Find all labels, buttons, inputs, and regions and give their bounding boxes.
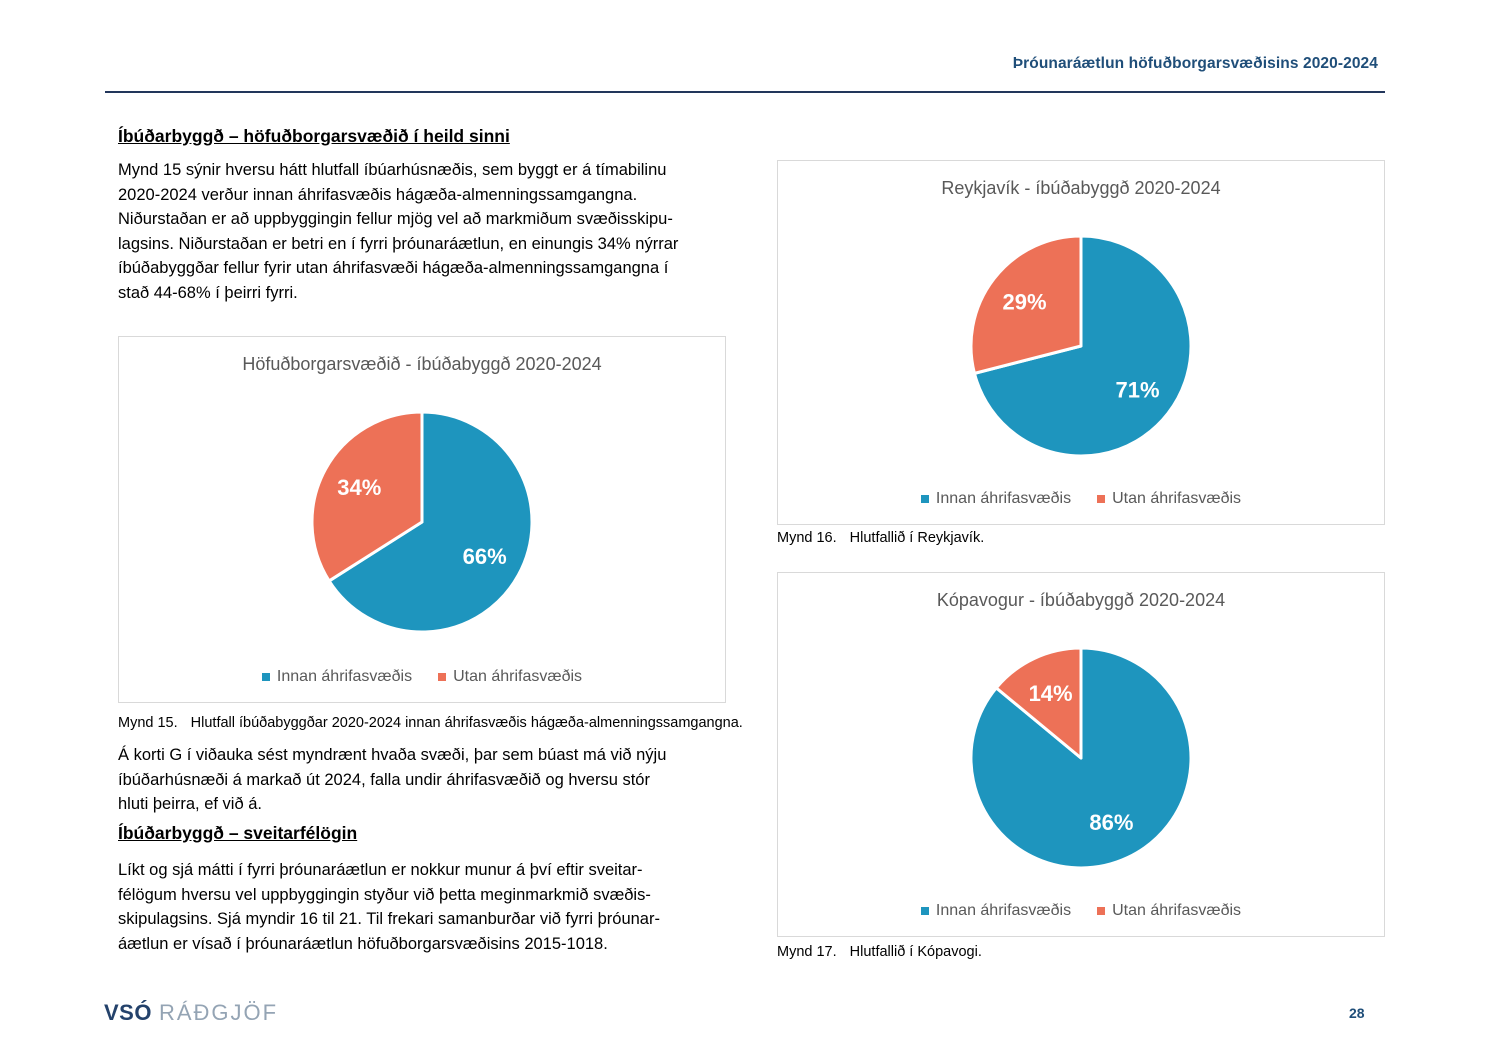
legend-item: Innan áhrifasvæðis	[261, 668, 413, 686]
pie-chart: 71% 29%	[969, 234, 1193, 458]
chart-reykjavik: Reykjavík - íbúðabyggð 2020-2024 71% 29% …	[777, 160, 1385, 525]
pie-slice-utan	[994, 646, 1083, 760]
paragraph-mynd15: Mynd 15 sýnir hversu hátt hlutfall íbúar…	[118, 161, 679, 302]
legend-label: Innan áhrifasvæðis	[935, 490, 1072, 507]
pie-slice-innan	[972, 234, 1193, 458]
pie-slice-label: 29%	[1002, 290, 1046, 315]
legend-label: Utan áhrifasvæðis	[1112, 490, 1242, 507]
header-rule	[105, 91, 1385, 93]
pie-chart: 86% 14%	[969, 646, 1193, 870]
paragraph-korti-g: Á korti G í viðauka sést myndrænt hvaða …	[118, 746, 667, 813]
chart-hofudborgarsvaedid: Höfuðborgarsvæðið - íbúðabyggð 2020-2024…	[118, 336, 726, 703]
figure-caption-mynd15: Mynd 15. Hlutfall íbúðabyggðar 2020-2024 …	[118, 715, 743, 731]
logo-vso: VSÓ	[104, 1000, 152, 1025]
legend-label: Innan áhrifasvæðis	[935, 902, 1072, 919]
legend-swatch-icon	[1097, 495, 1106, 503]
legend-item: Utan áhrifasvæðis	[1097, 902, 1241, 920]
section-heading-ibudarbyggd-heild: Íbúðarbyggð – höfuðborgarsvæðið í heild …	[118, 126, 510, 146]
pie-slice-label: 86%	[1089, 810, 1133, 835]
figure-caption-text: Hlutfall íbúðabyggðar 2020-2024 innan áh…	[190, 715, 743, 731]
figure-caption-mynd16: Mynd 16. Hlutfallið í Reykjavík.	[777, 530, 984, 546]
legend-item: Utan áhrifasvæðis	[438, 668, 582, 686]
legend-swatch-icon	[438, 673, 447, 681]
pie-slice-label: 71%	[1115, 377, 1159, 402]
legend-swatch-icon	[920, 907, 929, 915]
legend-label: Innan áhrifasvæðis	[276, 668, 413, 685]
page-header-title: Þróunaráætlun höfuðborgarsvæðisins 2020-…	[1012, 55, 1378, 72]
figure-caption-mynd17: Mynd 17. Hlutfallið í Kópavogi.	[777, 944, 982, 960]
chart-title: Kópavogur - íbúðabyggð 2020-2024	[936, 590, 1226, 610]
legend-swatch-icon	[1097, 907, 1106, 915]
figure-number: Mynd 16.	[777, 530, 837, 546]
legend-swatch-icon	[261, 673, 270, 681]
logo-radgjof: RÁÐGJÖF	[158, 1000, 279, 1025]
figure-number: Mynd 15.	[118, 715, 178, 731]
pie-slice-label: 14%	[1029, 681, 1073, 706]
pie-slice-utan	[969, 234, 1083, 375]
chart-legend: Innan áhrifasvæðis Utan áhrifasvæðis	[778, 490, 1384, 508]
pie-slice-label: 34%	[337, 475, 381, 500]
section-heading-sveitarfelogin: Íbúðarbyggð – sveitarfélögin	[118, 823, 358, 843]
figure-number: Mynd 17.	[777, 944, 837, 960]
pie-slice-label: 66%	[463, 544, 507, 569]
figure-caption-text: Hlutfallið í Kópavogi.	[849, 944, 982, 960]
legend-label: Utan áhrifasvæðis	[453, 668, 583, 685]
legend-label: Utan áhrifasvæðis	[1112, 902, 1242, 919]
company-logo: VSÓ RÁÐGJÖF	[104, 1000, 278, 1026]
pie-chart: 66% 34%	[310, 410, 534, 634]
page-number: 28	[1349, 1005, 1365, 1021]
chart-kopavogur: Kópavogur - íbúðabyggð 2020-2024 86% 14% …	[777, 572, 1385, 937]
chart-legend: Innan áhrifasvæðis Utan áhrifasvæðis	[778, 902, 1384, 920]
pie-slice-innan	[327, 410, 534, 634]
paragraph-sveitarfelog: Líkt og sjá mátti í fyrri þróunaráætlun …	[118, 861, 660, 953]
chart-title: Höfuðborgarsvæðið - íbúðabyggð 2020-2024	[242, 354, 602, 374]
chart-title: Reykjavík - íbúðabyggð 2020-2024	[941, 178, 1221, 198]
chart-legend: Innan áhrifasvæðis Utan áhrifasvæðis	[119, 668, 725, 686]
legend-item: Utan áhrifasvæðis	[1097, 490, 1241, 508]
pie-slice-innan	[969, 646, 1193, 870]
legend-swatch-icon	[920, 495, 929, 503]
legend-item: Innan áhrifasvæðis	[920, 902, 1072, 920]
pie-slice-utan	[310, 410, 424, 583]
legend-item: Innan áhrifasvæðis	[920, 490, 1072, 508]
figure-caption-text: Hlutfallið í Reykjavík.	[849, 530, 985, 546]
